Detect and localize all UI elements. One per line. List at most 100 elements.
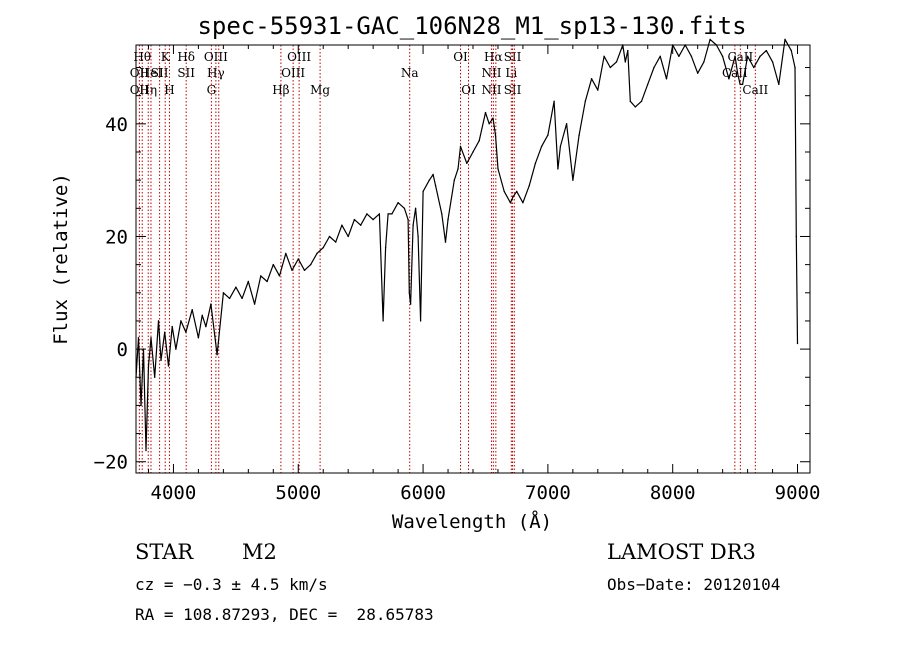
data-point-0-20 [210,303,212,305]
line-marker-label-26-low: CaII [742,83,768,97]
line-marker-label-9-top: OIII [204,50,228,64]
data-point-0-25 [241,297,243,300]
data-point-0-15 [185,331,187,333]
data-point-0-73 [478,140,480,142]
data-point-0-18 [201,314,203,316]
data-point-0-128 [771,61,774,63]
data-point-0-28 [260,275,262,277]
data-point-0-101 [624,61,626,63]
line-marker-label-1-top: Hθ [133,50,151,64]
data-point-0-17 [197,337,200,339]
x-tick-label-4: 8000 [650,482,696,504]
data-point-0-33 [291,269,293,271]
data-point-0-133 [795,235,797,238]
object-class: STAR [135,540,194,564]
data-point-0-99 [615,61,618,63]
data-point-0-32 [285,252,287,255]
data-point-0-95 [590,78,593,80]
y-tick-label-0: −20 [94,452,128,474]
data-point-0-19 [205,325,207,328]
y-tick-label-3: 40 [105,114,128,136]
data-point-0-57 [412,224,414,226]
line-marker-label-25-top: CaII [727,50,753,64]
line-marker-label-19-top: Hα [484,50,503,64]
data-point-0-126 [759,55,761,57]
data-point-0-71 [466,162,468,164]
data-point-0-14 [180,320,182,322]
data-point-0-132 [794,66,796,69]
data-point-0-119 [728,78,730,80]
line-marker-label-12-mid: OIII [281,66,305,80]
data-point-0-13 [175,348,177,350]
data-point-0-121 [736,72,739,74]
data-point-0-108 [659,55,661,57]
data-point-0-94 [584,100,586,103]
data-point-0-102 [627,49,629,52]
y-axis-label: Flux (relative) [50,173,72,345]
data-point-0-53 [403,207,406,209]
x-axis-label: Wavelength (Å) [392,510,552,533]
data-point-0-5 [147,365,150,367]
data-point-0-34 [297,258,299,260]
line-marker-label-18-mid: NII [481,66,501,80]
data-point-0-52 [397,202,399,204]
data-point-0-54 [407,218,409,221]
data-point-0-67 [447,218,449,221]
data-point-0-55 [408,292,410,294]
data-point-0-60 [419,320,422,322]
data-point-0-44 [360,224,362,226]
data-point-0-103 [629,100,631,103]
data-point-0-61 [422,190,424,193]
coordinates-readout: RA = 108.87293, DEC = 28.65783 [135,605,434,624]
data-point-0-59 [417,235,419,238]
line-marker-label-0-mid: OII [130,66,150,80]
data-point-0-63 [432,173,434,176]
data-point-0-78 [497,168,499,170]
data-point-0-40 [335,241,337,243]
data-point-0-106 [647,83,649,86]
line-marker-label-22-low: SII [504,83,522,97]
line-marker-label-13-top: OIII [287,50,311,64]
data-point-0-118 [721,55,724,57]
line-marker-label-21-mid: Li [505,66,517,80]
data-point-0-114 [697,72,699,74]
data-point-0-74 [484,111,487,114]
data-point-0-82 [516,190,518,193]
redshift-readout: cz = −0.3 ± 4.5 km/s [135,575,328,594]
series-layer [135,38,799,452]
line-marker-layer: OIIOIIHθHηHeISIIKHHδSIIGOIIIHγHβOIIIOIII… [130,45,768,473]
data-point-0-48 [382,320,384,322]
data-point-0-107 [653,66,655,69]
data-point-0-56 [409,303,412,305]
data-point-0-41 [341,224,343,226]
data-point-0-26 [247,280,249,283]
x-tick-label-1: 5000 [275,482,321,504]
data-point-0-76 [492,117,494,119]
data-point-0-92 [572,179,574,181]
line-marker-label-16-top: OI [453,50,468,64]
data-point-0-105 [640,100,643,103]
line-marker-label-5-top: K [161,50,171,64]
data-point-0-1 [137,337,140,339]
data-point-0-64 [434,185,437,187]
data-point-0-116 [709,38,711,41]
data-point-0-111 [678,55,680,57]
data-point-0-134 [796,342,799,345]
data-point-0-97 [603,55,605,57]
data-point-0-75 [488,123,490,125]
data-point-0-129 [778,83,780,86]
data-point-0-66 [444,241,447,243]
line-marker-label-18-low: NII [481,83,501,97]
data-point-0-47 [378,213,381,215]
data-point-0-125 [753,66,755,69]
line-marker-label-0-low: OII [130,83,150,97]
data-point-0-39 [328,235,331,238]
data-point-0-77 [494,134,497,136]
data-point-0-10 [164,331,166,333]
plot-frame [135,44,811,474]
data-point-0-23 [228,297,231,300]
line-marker-label-7-mid: SII [177,66,195,80]
data-point-0-36 [310,263,312,266]
data-point-0-38 [322,247,324,249]
data-point-0-58 [414,207,417,209]
